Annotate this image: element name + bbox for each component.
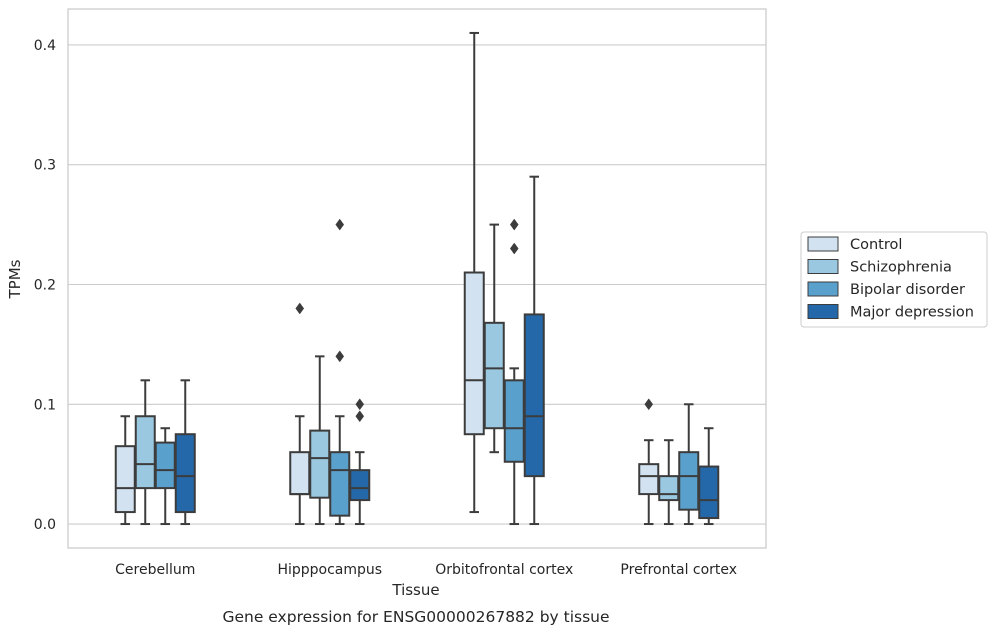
- outlier-point: [355, 410, 365, 423]
- box-body: [503, 379, 525, 463]
- box-group: [289, 218, 371, 526]
- y-tick-label: 0.1: [34, 397, 56, 413]
- legend-swatch: [807, 236, 839, 252]
- y-axis-ticks: 0.0 0.1 0.2 0.3 0.4: [34, 38, 56, 533]
- box: [309, 355, 331, 526]
- outlier-point: [295, 302, 305, 315]
- box: [523, 175, 545, 526]
- legend-label: Control: [850, 237, 902, 253]
- box-body: [349, 469, 371, 502]
- box-body: [678, 451, 700, 511]
- x-axis-label: Tissue: [391, 581, 439, 599]
- box: [114, 415, 136, 526]
- box-body: [463, 271, 485, 436]
- y-tick-label: 0.4: [34, 38, 56, 54]
- box-groups: [114, 31, 720, 526]
- box: [174, 379, 196, 526]
- box-body: [329, 451, 351, 517]
- box: [678, 403, 700, 526]
- legend-item: Schizophrenia: [807, 259, 952, 276]
- box: [503, 218, 525, 526]
- box: [134, 379, 156, 526]
- legend-swatch: [807, 304, 839, 319]
- box-body: [174, 433, 196, 514]
- box-group: [114, 379, 196, 526]
- x-tick-label: Orbitofrontal cortex: [435, 562, 573, 578]
- outlier-point: [509, 242, 519, 255]
- outlier-point: [644, 398, 654, 411]
- box-body: [154, 441, 176, 490]
- box: [638, 398, 660, 526]
- legend-label: Major depression: [850, 305, 974, 321]
- legend-frame: [800, 231, 988, 328]
- y-tick-label: 0.3: [34, 158, 56, 174]
- legend-label: Schizophrenia: [850, 260, 952, 276]
- box: [658, 439, 680, 526]
- legend-item: Bipolar disorder: [807, 281, 965, 298]
- x-tick-label: Hipppocampus: [277, 562, 382, 578]
- box-group: [463, 31, 545, 526]
- box-body: [638, 463, 660, 496]
- legend-item: Major depression: [807, 304, 974, 321]
- outlier-point: [509, 218, 519, 231]
- legend-swatch: [807, 259, 839, 274]
- y-axis-label: TPMs: [6, 259, 24, 299]
- box: [154, 427, 176, 526]
- x-axis-ticks: Cerebellum Hipppocampus Orbitofrontal cort…: [115, 562, 737, 578]
- box-body: [483, 321, 505, 430]
- plot-frame: [67, 8, 767, 549]
- legend: Control Schizophrenia Bipolar disorder Majo…: [800, 231, 988, 328]
- outlier-point: [335, 350, 345, 363]
- box: [289, 302, 311, 526]
- box: [698, 427, 720, 526]
- figure-caption: Gene expression for ENSG00000267882 by t…: [222, 608, 609, 626]
- legend-label: Bipolar disorder: [850, 282, 965, 298]
- x-tick-label: Prefrontal cortex: [620, 562, 737, 578]
- box-body: [698, 465, 720, 520]
- box: [463, 31, 485, 514]
- box: [349, 398, 371, 526]
- box-body: [134, 415, 156, 490]
- box-body: [114, 445, 136, 514]
- box-body: [658, 475, 680, 502]
- x-tick-label: Cerebellum: [115, 562, 195, 578]
- box-group: [638, 398, 720, 526]
- legend-swatch: [807, 281, 839, 297]
- outlier-point: [355, 398, 365, 411]
- box-body: [309, 429, 331, 499]
- box-body: [289, 451, 311, 496]
- outlier-point: [335, 218, 345, 231]
- box-body: [523, 313, 545, 478]
- y-tick-label: 0.0: [34, 517, 56, 533]
- y-tick-label: 0.2: [34, 277, 56, 293]
- box: [329, 218, 351, 526]
- box: [483, 223, 505, 454]
- legend-item: Control: [807, 236, 902, 253]
